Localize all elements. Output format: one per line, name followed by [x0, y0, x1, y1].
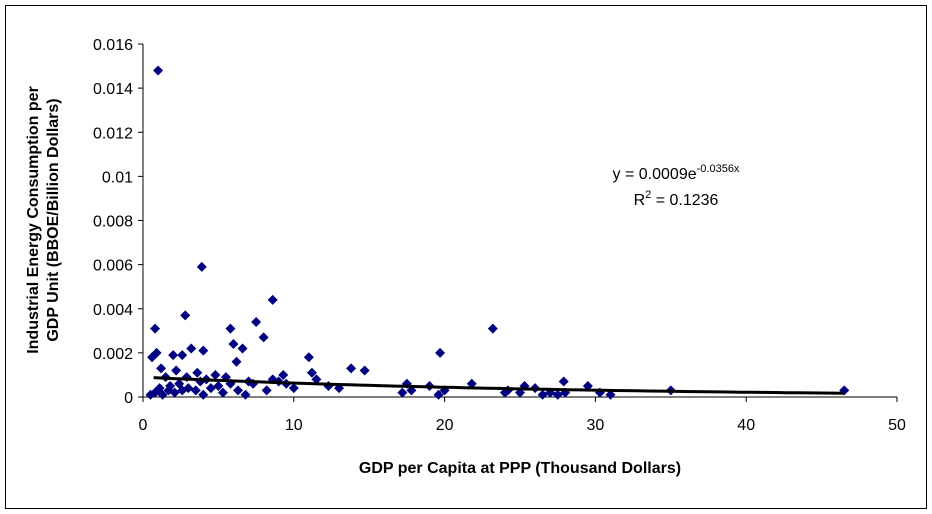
- chart-border: [5, 5, 927, 509]
- point: [278, 369, 289, 380]
- x-tick-label: 20: [436, 417, 454, 434]
- point: [186, 343, 197, 354]
- point: [435, 347, 446, 358]
- point: [154, 383, 165, 394]
- point: [192, 367, 203, 378]
- point: [210, 369, 221, 380]
- y-tick-label: 0: [124, 390, 133, 407]
- point: [233, 385, 244, 396]
- point: [190, 385, 201, 396]
- x-tick-label: 40: [737, 417, 755, 434]
- point: [225, 323, 236, 334]
- point: [537, 389, 548, 400]
- r-squared: R2 = 0.1236: [634, 189, 719, 209]
- y-axis-title: Industrial Energy Consumption per GDP Un…: [25, 86, 62, 354]
- point: [231, 356, 242, 367]
- equation: y = 0.0009e-0.0356x: [613, 163, 740, 183]
- point: [346, 363, 357, 374]
- point: [397, 387, 408, 398]
- y-tick-label: 0.01: [102, 169, 133, 186]
- point: [150, 323, 161, 334]
- x-axis-title: GDP per Capita at PPP (Thousand Dollars): [359, 460, 681, 477]
- equation-exponent: -0.0356x: [697, 163, 740, 175]
- point: [258, 332, 269, 343]
- point: [180, 310, 191, 321]
- y-axis-title-line: Industrial Energy Consumption per: [25, 86, 42, 354]
- point: [237, 343, 248, 354]
- point: [433, 389, 444, 400]
- y-tick-label: 0.008: [93, 214, 133, 231]
- point: [558, 376, 569, 387]
- point: [359, 365, 370, 376]
- point: [261, 385, 272, 396]
- point: [213, 380, 224, 391]
- point: [306, 367, 317, 378]
- point: [251, 316, 262, 327]
- trendline: [153, 376, 845, 395]
- point: [267, 294, 278, 305]
- x-tick-label: 50: [888, 417, 906, 434]
- point: [288, 383, 299, 394]
- point: [582, 380, 593, 391]
- r-squared-value: = 0.1236: [651, 192, 718, 209]
- y-axis-title-line: GDP Unit (BBOE/Billion Dollars): [45, 98, 62, 341]
- y-tick-label: 0.004: [93, 302, 133, 319]
- point: [303, 352, 314, 363]
- point: [156, 363, 167, 374]
- point: [168, 350, 179, 361]
- point: [171, 365, 182, 376]
- x-tick-label: 30: [587, 417, 605, 434]
- point: [605, 389, 616, 400]
- x-tick-label: 10: [285, 417, 303, 434]
- point: [552, 389, 563, 400]
- y-tick-label: 0.016: [93, 37, 133, 54]
- r-squared-text: R: [634, 192, 646, 209]
- point: [217, 387, 228, 398]
- point: [153, 65, 164, 76]
- point: [487, 323, 498, 334]
- point: [205, 383, 216, 394]
- point: [228, 339, 239, 350]
- point: [466, 378, 477, 389]
- point: [196, 261, 207, 272]
- x-tick-label: 0: [139, 417, 148, 434]
- point: [169, 387, 180, 398]
- point: [240, 389, 251, 400]
- equation-text: y = 0.0009e: [613, 166, 697, 183]
- y-tick-label: 0.012: [93, 125, 133, 142]
- point: [198, 389, 209, 400]
- point: [177, 385, 188, 396]
- point: [177, 350, 188, 361]
- point: [198, 345, 209, 356]
- point: [311, 374, 322, 385]
- y-tick-label: 0.006: [93, 258, 133, 275]
- y-tick-label: 0.014: [93, 81, 133, 98]
- point: [147, 352, 158, 363]
- y-tick-label: 0.002: [93, 346, 133, 363]
- r-squared-exponent: 2: [645, 189, 651, 201]
